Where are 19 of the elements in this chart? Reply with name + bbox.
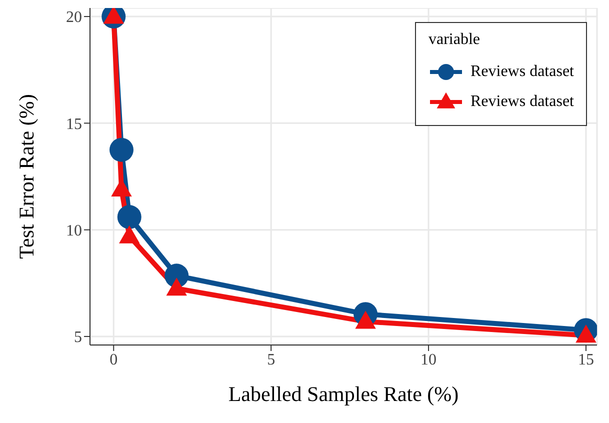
point — [109, 138, 134, 162]
x-tick-label: 10 — [420, 351, 437, 368]
y-tick-label: 20 — [66, 9, 82, 26]
point — [117, 205, 142, 230]
x-tick-label: 15 — [578, 351, 594, 368]
x-tick-label: 5 — [267, 351, 276, 368]
point — [576, 324, 596, 343]
point — [166, 278, 187, 296]
y-axis-title: Test Error Rate (%) — [14, 94, 38, 259]
y-tick-label: 10 — [66, 222, 82, 240]
legend-label: Reviews dataset — [470, 63, 574, 81]
y-tick-label: 15 — [66, 116, 82, 133]
x-axis-title: Labelled Samples Rate (%) — [228, 382, 459, 406]
point — [355, 310, 376, 329]
legend-label: Reviews dataset — [470, 93, 574, 111]
x-tick-label: 0 — [110, 351, 118, 368]
point — [119, 225, 140, 244]
legend-title: variable — [428, 31, 481, 49]
y-tick-label: 5 — [74, 329, 82, 346]
